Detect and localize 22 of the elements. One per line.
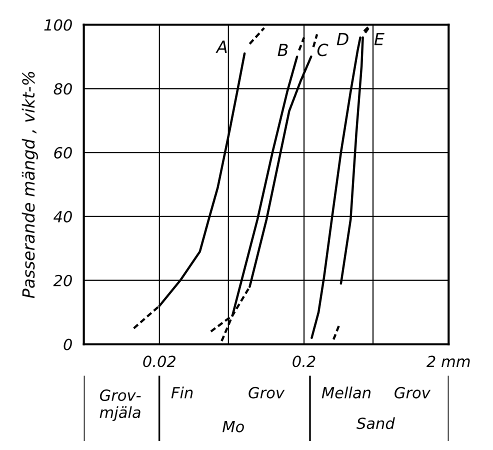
x-tick-label: 0.02 <box>143 356 176 368</box>
text: Grov <box>248 386 285 398</box>
y-tick-label: 0 <box>64 338 72 350</box>
y-tick-label: 60 <box>54 147 72 159</box>
x-tick-label: 2 mm <box>426 356 470 367</box>
y-tick-label: 80 <box>54 83 72 95</box>
text: Grov <box>394 386 431 398</box>
y-tick-label: 100 <box>44 19 72 31</box>
text: Sand <box>356 417 395 430</box>
text: Fin <box>171 386 193 398</box>
text: Mellan <box>322 386 370 398</box>
text: Mo <box>222 421 244 432</box>
x-tick-label: 0.2 <box>292 356 316 368</box>
y-axis-title: Passerande mängd , vikt-% <box>22 72 38 298</box>
series-label: D <box>336 33 348 46</box>
series-label: C <box>317 44 328 56</box>
series-label: A <box>216 40 227 53</box>
series-label: E <box>374 33 384 46</box>
text: Grov- mjäla <box>100 389 141 422</box>
y-tick-label: 20 <box>53 274 72 286</box>
y-tick-label: 40 <box>54 210 72 222</box>
series-label: B <box>278 44 288 56</box>
